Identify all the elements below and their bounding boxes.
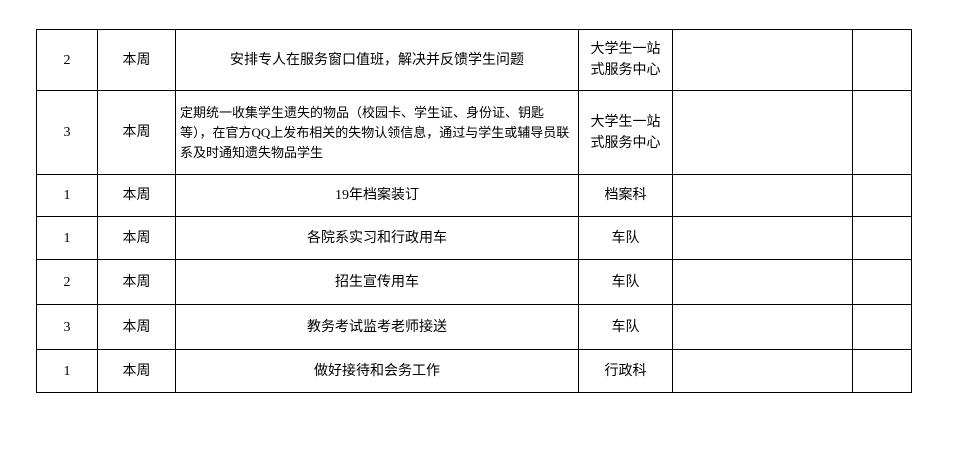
empty-cell [672, 304, 853, 350]
table-row: 2 本周 安排专人在服务窗口值班，解决并反馈学生问题 大学生一站式服务中心 [36, 29, 912, 91]
empty-cell [852, 174, 912, 217]
empty-cell [672, 29, 853, 91]
row-number: 3 [36, 90, 98, 175]
row-number: 2 [36, 29, 98, 91]
table-row: 1 本周 做好接待和会务工作 行政科 [36, 349, 912, 393]
department-cell: 大学生一站式服务中心 [578, 90, 673, 175]
empty-cell [672, 259, 853, 305]
task-cell: 19年档案装订 [175, 174, 579, 217]
empty-cell [852, 349, 912, 393]
task-cell: 定期统一收集学生遗失的物品（校园卡、学生证、身份证、钥匙等），在官方QQ上发布相… [175, 90, 579, 175]
empty-cell [852, 259, 912, 305]
empty-cell [672, 174, 853, 217]
department-cell: 大学生一站式服务中心 [578, 29, 673, 91]
empty-cell [672, 90, 853, 175]
table-row: 1 本周 各院系实习和行政用车 车队 [36, 216, 912, 260]
period-cell: 本周 [97, 259, 176, 305]
task-table: 2 本周 安排专人在服务窗口值班，解决并反馈学生问题 大学生一站式服务中心 3 本周 定期统… [36, 29, 912, 393]
period-cell: 本周 [97, 29, 176, 91]
task-cell: 教务考试监考老师接送 [175, 304, 579, 350]
empty-cell [852, 90, 912, 175]
empty-cell [852, 304, 912, 350]
table-row: 3 本周 定期统一收集学生遗失的物品（校园卡、学生证、身份证、钥匙等），在官方QQ上… [36, 90, 912, 175]
task-cell: 做好接待和会务工作 [175, 349, 579, 393]
department-cell: 行政科 [578, 349, 673, 393]
row-number: 1 [36, 174, 98, 217]
row-number: 3 [36, 304, 98, 350]
department-cell: 车队 [578, 304, 673, 350]
table-row: 1 本周 19年档案装订 档案科 [36, 174, 912, 217]
period-cell: 本周 [97, 304, 176, 350]
row-number: 1 [36, 216, 98, 260]
department-cell: 车队 [578, 259, 673, 305]
empty-cell [852, 29, 912, 91]
row-number: 2 [36, 259, 98, 305]
period-cell: 本周 [97, 349, 176, 393]
table-row: 3 本周 教务考试监考老师接送 车队 [36, 304, 912, 350]
department-cell: 档案科 [578, 174, 673, 217]
empty-cell [852, 216, 912, 260]
task-cell: 招生宣传用车 [175, 259, 579, 305]
period-cell: 本周 [97, 216, 176, 260]
period-cell: 本周 [97, 90, 176, 175]
task-cell: 安排专人在服务窗口值班，解决并反馈学生问题 [175, 29, 579, 91]
empty-cell [672, 216, 853, 260]
task-cell: 各院系实习和行政用车 [175, 216, 579, 260]
period-cell: 本周 [97, 174, 176, 217]
row-number: 1 [36, 349, 98, 393]
empty-cell [672, 349, 853, 393]
table-row: 2 本周 招生宣传用车 车队 [36, 259, 912, 305]
department-cell: 车队 [578, 216, 673, 260]
